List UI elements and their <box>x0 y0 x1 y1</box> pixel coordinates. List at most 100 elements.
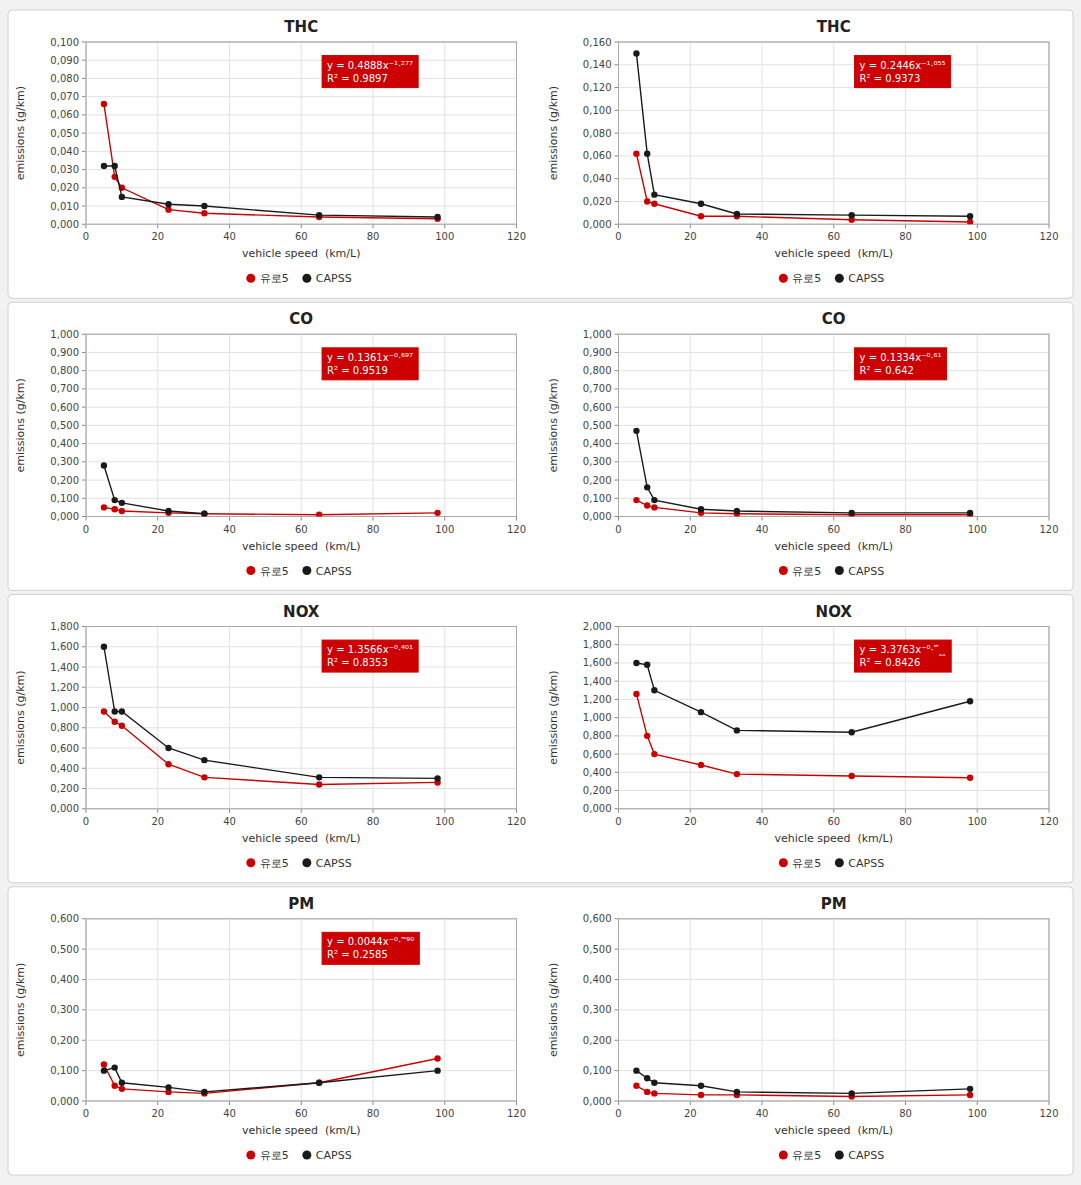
tick-label: 80 <box>367 816 380 827</box>
tick <box>82 646 86 647</box>
series-line <box>636 53 970 216</box>
tick <box>762 224 763 228</box>
tick-label: 0,500 <box>583 420 612 431</box>
tick <box>977 1101 978 1105</box>
x-axis-label: vehicle speed (km/L) <box>775 832 893 845</box>
tick <box>615 388 619 389</box>
tick-label: 0,100 <box>50 493 79 504</box>
data-point <box>112 163 118 169</box>
panel: NOX0,0000,2000,4000,6000,8001,0001,2001,… <box>547 603 1059 870</box>
tick-label: 0,100 <box>50 1065 79 1076</box>
grid-line <box>977 334 978 516</box>
data-point <box>201 757 207 763</box>
tick <box>615 87 619 88</box>
series-line <box>636 431 970 513</box>
data-point <box>734 727 740 733</box>
tick-label: 1,600 <box>50 641 79 652</box>
tick-label: 100 <box>435 524 454 535</box>
tick <box>82 480 86 481</box>
tick-label: 60 <box>827 524 840 535</box>
data-point <box>698 506 704 512</box>
tick <box>301 517 302 521</box>
legend-swatch <box>779 858 788 867</box>
tick <box>615 1009 619 1010</box>
tick-label: 0,100 <box>50 37 79 48</box>
tick <box>615 699 619 700</box>
series-line <box>104 1068 438 1092</box>
tick <box>301 224 302 228</box>
grid-line <box>301 627 302 809</box>
tick <box>86 517 87 521</box>
legend-label: 유로5 <box>792 565 821 578</box>
legend-item: CAPSS <box>835 857 884 870</box>
tick <box>618 517 619 521</box>
grid-line <box>157 42 158 224</box>
tick-label: 60 <box>827 816 840 827</box>
grid-line <box>444 627 445 809</box>
annotation-text: y = 0.1334x⁻⁰⋅⁶¹R² = 0.642 <box>860 352 942 376</box>
tick <box>373 517 374 521</box>
tick-label: 0,300 <box>583 1004 612 1015</box>
y-axis-label: emissions (g/km) <box>547 86 560 180</box>
data-point <box>734 211 740 217</box>
legend-item: CAPSS <box>835 272 884 285</box>
tick-label: 0 <box>83 524 89 535</box>
tick <box>615 979 619 980</box>
tick <box>762 517 763 521</box>
tick <box>157 224 158 228</box>
tick <box>82 151 86 152</box>
tick-label: 20 <box>151 524 164 535</box>
legend-item: CAPSS <box>302 857 351 870</box>
tick-label: 0,140 <box>583 59 612 70</box>
tick <box>977 224 978 228</box>
data-point <box>165 201 171 207</box>
data-point <box>119 508 125 514</box>
data-point <box>644 1075 650 1081</box>
tick <box>82 206 86 207</box>
tick-label: 0,160 <box>583 37 612 48</box>
tick <box>82 788 86 789</box>
data-point <box>201 203 207 209</box>
tick-label: 0,070 <box>50 91 79 102</box>
tick-label: 1,000 <box>583 712 612 723</box>
annotation: y = 0.4888x⁻¹⋅²⁷⁷R² = 0.9897 <box>322 56 418 88</box>
tick-label: 1,800 <box>50 621 79 632</box>
tick-label: 0,060 <box>583 150 612 161</box>
data-point <box>967 775 973 781</box>
data-point <box>644 662 650 668</box>
tick-label: 0,800 <box>50 722 79 733</box>
legend-swatch <box>302 566 311 575</box>
tick-label: 20 <box>684 231 697 242</box>
data-point <box>201 511 207 517</box>
plot-frame <box>619 627 1050 809</box>
tick <box>615 516 619 517</box>
tick-label: 0,080 <box>583 128 612 139</box>
annotation-line: y = 0.2446x⁻¹⋅⁰⁵⁵ <box>860 60 946 71</box>
data-point <box>848 773 854 779</box>
tick <box>615 1070 619 1071</box>
annotation-line: R² = 0.9897 <box>327 73 388 84</box>
tick <box>82 727 86 728</box>
grid-line <box>690 627 691 809</box>
annotation-text: y = 0.0044x⁻⁰⋅‷⁹⁰R² = 0.2585 <box>327 936 414 960</box>
tick <box>833 809 834 813</box>
legend-swatch <box>246 1151 255 1160</box>
data-point <box>698 201 704 207</box>
grid-line <box>905 919 906 1101</box>
legend-item: 유로5 <box>246 1149 289 1162</box>
tick <box>905 809 906 813</box>
data-point <box>644 733 650 739</box>
grid-line <box>833 42 834 224</box>
data-point <box>316 1080 322 1086</box>
tick-label: 100 <box>968 231 987 242</box>
tick-label: 0,500 <box>50 944 79 955</box>
data-layer <box>101 1055 441 1096</box>
annotation: y = 1.3566x⁻⁰⋅⁴⁰¹R² = 0.8353 <box>322 640 418 672</box>
legend: 유로5CAPSS <box>779 857 884 870</box>
grid-line <box>301 42 302 224</box>
data-point <box>967 1086 973 1092</box>
legend-item: CAPSS <box>302 1149 351 1162</box>
data-point <box>651 751 657 757</box>
data-point <box>734 1089 740 1095</box>
legend: 유로5 CAPSS <box>246 1149 351 1162</box>
